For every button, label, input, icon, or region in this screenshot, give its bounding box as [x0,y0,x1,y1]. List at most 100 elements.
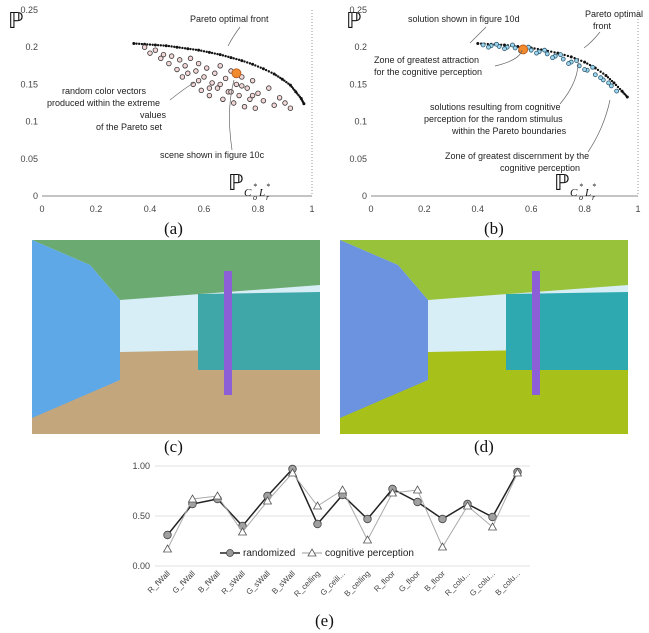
y-tick-label: 0.50 [132,511,150,521]
panel-b-solution-leader [469,26,487,44]
random-point [244,85,250,91]
solution-point [544,51,550,57]
solution-point [574,58,579,63]
pareto-point [216,52,219,56]
random-point [176,57,183,63]
pareto-point [606,76,610,79]
pareto-point [207,50,211,54]
pareto-point [156,43,160,47]
random-point [282,100,288,106]
random-point [217,81,223,88]
solution-point [534,50,539,56]
pareto-point [243,60,246,63]
random-point [249,92,256,99]
x-tick-label: B_colu... [494,569,522,597]
pareto-point [533,47,536,50]
solution-point [510,42,515,48]
highlight-point [518,44,529,55]
panel-a-y-symbol: ℙ [8,8,23,33]
legend-cognitive-label: cognitive perception [325,548,414,559]
pareto-point [602,72,605,75]
pareto-point [240,59,244,63]
svg-text:C: C [570,187,578,199]
randomized-marker [413,497,422,507]
panel-a-y-ticks: 0 0.05 0.1 0.15 0.2 0.25 [20,5,38,201]
panel-a-random-label-1: random color vectors [62,86,147,96]
panel-a-highlight [231,68,242,79]
panel-e-caption: (e) [315,611,334,630]
x-tick-label: 1 [309,204,314,214]
random-point [185,70,191,76]
random-point [276,95,283,101]
panel-b-solutions-label-1: solutions resulting from cognitive [430,102,561,112]
random-point [160,51,167,58]
x-tick-label: 0.2 [90,204,103,214]
random-point [287,105,294,111]
pareto-point [256,65,260,68]
pareto-point [267,70,270,73]
pareto-point [213,52,216,55]
panel-b-x-symbol: ℙ C o * L r * [554,170,596,202]
pareto-point [194,48,198,52]
pareto-point [148,43,152,46]
pareto-point [553,51,556,54]
x-tick-label: G_colu... [468,569,497,598]
svg-text:*: * [579,182,583,191]
pareto-point [189,47,192,51]
random-point [209,80,215,86]
x-tick-label: 1 [635,204,640,214]
pareto-point [186,47,190,51]
random-point [179,74,186,80]
pareto-point [248,62,252,65]
pareto-point [200,49,203,52]
panel-b-y-symbol: ℙ [346,8,361,33]
svg-text:o: o [579,193,583,202]
panel-a-pareto-leader [227,26,241,47]
panel-e-series-cognitive [162,468,523,553]
pareto-point [259,66,262,69]
pareto-point [181,46,184,50]
pareto-point [270,71,273,74]
panel-b-caption: (b) [484,219,504,238]
x-tick-label: R_colu... [443,569,472,598]
pareto-point [486,42,490,46]
pareto-point [293,88,296,92]
pareto-point [604,73,608,77]
highlight-point [231,68,242,79]
panel-b-solutions-leader [559,57,579,105]
panel-a-scene-leader [229,79,235,151]
panel-d-render: (d) [340,240,628,456]
randomized-marker [363,514,372,524]
random-point [201,74,207,80]
randomized-marker [438,514,447,524]
pareto-point [610,79,614,83]
solution-point [558,52,563,58]
svg-text:L: L [258,187,265,199]
random-point [252,105,258,111]
pareto-point [167,44,171,48]
x-tick-label: G_fWall [171,569,197,595]
pareto-point [280,77,284,81]
panel-b-attraction-leader [494,49,523,67]
panel-c-left-wall [32,240,120,418]
solution-point [598,75,604,81]
pareto-point [153,43,157,47]
x-tick-label: 0 [368,204,373,214]
solution-point [550,55,555,61]
panel-b-solutions-label-3: within the Pareto boundaries [451,126,567,136]
pareto-point [178,46,181,49]
pareto-point [608,77,612,81]
random-point [206,92,213,99]
cognitive-marker [412,485,423,494]
panel-c-front-panel [198,292,320,370]
panel-a-random-leader [169,81,196,101]
panel-a-scene-label: scene shown in figure 10c [160,150,265,160]
x-tick-label: G_floor [397,569,422,594]
random-point [158,55,164,62]
y-tick-label: 0 [33,191,38,201]
pareto-point [297,93,300,97]
panel-c-pole [224,271,232,395]
pareto-point [202,50,206,53]
pareto-point [291,87,295,90]
